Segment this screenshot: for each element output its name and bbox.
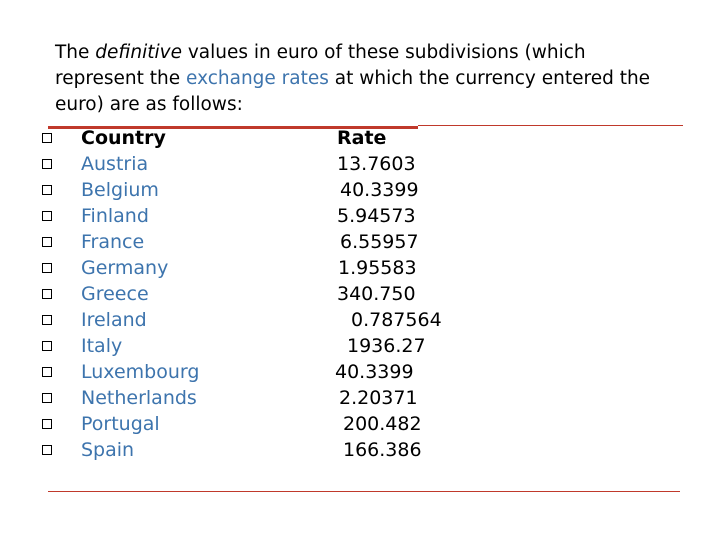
rate-value: 200.482 [343,413,422,435]
rate-value: 166.386 [343,439,422,461]
bullet [42,367,52,377]
list-row: Belgium 40.3399 [0,177,728,203]
list-row: Spain 166.386 [0,437,728,463]
bullet [42,185,52,195]
bullet [42,393,52,403]
bullet [42,159,52,169]
intro-emphasis: definitive [95,42,182,63]
header-cell: Rate [337,127,387,149]
bullet [42,315,52,325]
rate-value: 5.94573 [337,205,416,227]
rate-value: 340.750 [337,283,416,305]
country-name: Greece [81,283,149,305]
intro-link[interactable]: exchange rates [186,68,329,89]
country-name: Spain [81,439,135,461]
bullet [42,133,52,143]
rate-value: 6.55957 [340,231,419,253]
bullet [42,341,52,351]
country-name: Italy [81,335,123,357]
country-name: Luxembourg [81,361,200,383]
rate-value: 40.3399 [340,179,419,201]
intro-part: at which the currency entered the euro) … [55,68,651,115]
rule-thin [418,125,683,126]
list-row: Italy 1936.27 [0,333,728,359]
list-row: Germany 1.95583 [0,255,728,281]
list-row: Luxembourg 40.3399 [0,359,728,385]
country-name: France [81,231,145,253]
intro-text: The definitive values in euro of these s… [55,40,675,118]
list-row: Finland 5.94573 [0,203,728,229]
country-name: Netherlands [81,387,197,409]
country-name: Germany [81,257,169,279]
list-row: Portugal 200.482 [0,411,728,437]
intro-part: values in euro of these subdivisions (wh… [55,42,586,89]
bullet [42,445,52,455]
rule-thick [48,126,418,129]
rate-value: 40.3399 [335,361,414,383]
country-name: Ireland [81,309,147,331]
rate-value: 0.787564 [351,309,442,331]
header-cell: Country [81,127,166,149]
country-name: Finland [81,205,149,227]
list-row: Greece 340.750 [0,281,728,307]
bullet [42,289,52,299]
country-name: Portugal [81,413,160,435]
bullet [42,237,52,247]
list-row: Netherlands 2.20371 [0,385,728,411]
header-row: Country Rate [0,125,728,151]
country-name: Belgium [81,179,159,201]
rate-value: 13.7603 [337,153,416,175]
list-row: Ireland 0.787564 [0,307,728,333]
rate-value: 2.20371 [339,387,418,409]
bullet [42,419,52,429]
country-name: Austria [81,153,149,175]
rate-value: 1936.27 [347,335,426,357]
intro-part: The [55,42,96,63]
bullet [42,263,52,273]
rate-value: 1.95583 [338,257,417,279]
bullet [42,211,52,221]
list-row: France 6.55957 [0,229,728,255]
list-row: Austria 13.7603 [0,151,728,177]
rule-bottom [48,491,680,492]
